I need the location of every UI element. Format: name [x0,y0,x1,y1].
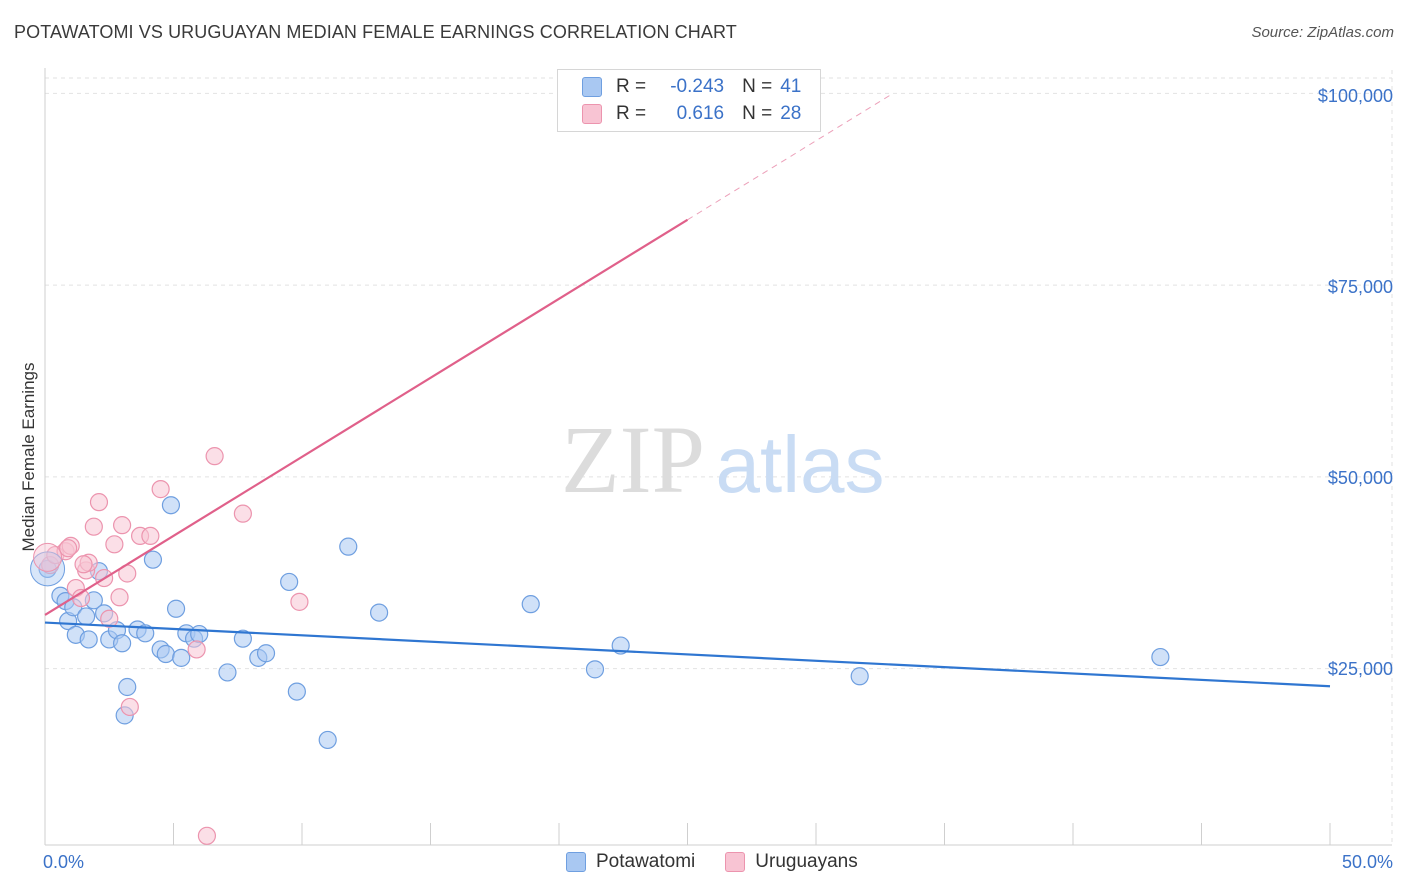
potawatomi-point [118,677,137,697]
potawatomi-point [156,644,175,664]
axes [44,68,1392,846]
watermark: ZIP atlas [561,406,884,513]
uruguayans-point-cluster [33,542,63,572]
legend-swatch-uruguayans [725,852,746,872]
potawatomi-point [339,537,358,556]
uruguayans-point [120,697,139,717]
potawatomi-point [233,629,252,648]
y-tick-label: $25,000 [1327,659,1393,679]
legend-r-label: R = [616,76,647,97]
potawatomi-point [143,550,163,569]
uruguayans-point [84,517,103,536]
legend-swatch-potawatomi [566,852,586,872]
y-axis-label: Median Female Earnings [19,362,38,552]
legend-n-label: N = [742,103,773,124]
x-tick-max: 50.0% [1341,852,1393,872]
legend-n-label: N = [742,76,773,97]
potawatomi-point [370,603,389,622]
legend-row-uruguayans: R = 0.616 N = 28 [558,100,801,128]
watermark-zip: ZIP [561,406,705,513]
potawatomi-point [190,624,209,644]
uruguayans-point [141,526,160,545]
uruguayans-point [187,640,206,659]
potawatomi-point [77,607,96,626]
x-tick-min: 0.0% [43,852,85,872]
potawatomi-point [161,496,181,515]
uruguayans-point [112,516,132,535]
legend-r-label: R = [616,103,647,124]
correlation-legend: R = -0.243 N = 41 R = 0.616 N = 28 [557,69,821,132]
uruguayans-point [89,493,109,512]
potawatomi-point-cluster [30,551,66,587]
potawatomi-point [850,667,869,686]
potawatomi-point [521,595,540,614]
legend-row-potawatomi: R = -0.243 N = 41 [558,73,801,101]
uruguayans-point [233,504,252,523]
potawatomi-point [287,682,306,701]
legend-r-value: 0.616 [676,103,725,124]
uruguayans-point [100,609,119,628]
legend-label: Uruguayans [755,851,858,872]
potawatomi-point [256,644,276,663]
potawatomi-point [218,663,237,682]
source-credit: Source: ZipAtlas.com [1251,24,1394,41]
trend-lines [44,92,1331,688]
legend-label: Potawatomi [596,851,696,872]
uruguayans-trend-line [44,218,689,616]
uruguayans-point [59,539,78,558]
y-tick-label: $50,000 [1327,468,1393,488]
uruguayans-point [151,480,170,499]
uruguayans-point [110,588,129,607]
potawatomi-point [112,634,132,653]
potawatomi-point [280,572,299,592]
potawatomi-point [318,730,337,750]
legend-r-value: -0.243 [670,76,725,97]
legend-swatch-potawatomi [582,77,602,97]
legend-n-value: 41 [780,76,802,97]
uruguayans-trend-line-extension [687,92,894,221]
uruguayans-point [290,592,309,611]
y-tick-label: $75,000 [1327,277,1393,297]
potawatomi-point [585,660,605,679]
legend-swatch-uruguayans [582,104,602,124]
potawatomi-point [1151,647,1170,667]
legend-n-value: 28 [780,103,802,124]
legend-item-uruguayans[interactable]: Uruguayans [725,851,858,873]
uruguayans-point [205,447,224,466]
watermark-atlas: atlas [716,420,885,509]
potawatomi-trend-line [44,621,1331,688]
uruguayans-point [74,555,93,574]
potawatomi-point [136,624,155,643]
uruguayans-point [105,535,124,554]
potawatomi-point [166,599,186,618]
legend-item-potawatomi[interactable]: Potawatomi [566,851,695,873]
y-tick-label: $100,000 [1317,86,1393,106]
series-legend: Potawatomi Uruguayans [566,851,888,873]
potawatomi-point [172,648,191,667]
chart-title: POTAWATOMI VS URUGUAYAN MEDIAN FEMALE EA… [14,22,737,42]
uruguayans-point [197,826,217,845]
potawatomi-point [79,630,98,649]
